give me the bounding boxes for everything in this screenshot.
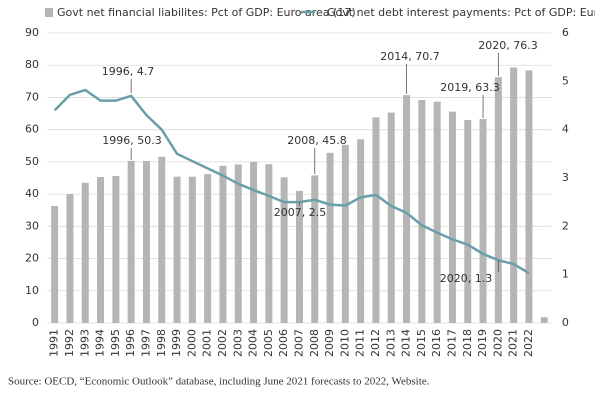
y-tick-label: 20 xyxy=(25,252,39,265)
x-tick-label: 2022 xyxy=(522,329,535,357)
bar xyxy=(173,176,181,323)
annotation: 2007, 2.5 xyxy=(274,206,326,219)
x-tick-label: 2016 xyxy=(430,329,443,357)
legend-label: Govt net financial liabilites: Pct of GD… xyxy=(57,6,356,19)
bar xyxy=(540,317,548,323)
bar xyxy=(448,111,456,323)
x-tick-label: 2002 xyxy=(216,329,229,357)
x-tick-label: 2004 xyxy=(247,329,260,357)
y2-tick-label: 2 xyxy=(562,219,569,232)
y-tick-label: 30 xyxy=(25,219,39,232)
y-tick-label: 50 xyxy=(25,155,39,168)
y-tick-label: 10 xyxy=(25,284,39,297)
x-tick-label: 2003 xyxy=(231,329,244,357)
bar xyxy=(158,156,166,323)
bar xyxy=(479,119,487,324)
x-tick-label: 1992 xyxy=(63,329,76,357)
bar xyxy=(250,161,258,323)
x-tick-label: 2017 xyxy=(445,329,458,357)
bar xyxy=(418,100,426,324)
y2-tick-label: 1 xyxy=(562,268,569,281)
x-tick-label: 1996 xyxy=(124,329,137,357)
y2-tick-label: 0 xyxy=(562,316,569,329)
bar xyxy=(265,164,273,323)
y2-tick-label: 5 xyxy=(562,74,569,87)
annotation: 1996, 50.3 xyxy=(102,134,161,147)
annotation: 2008, 45.8 xyxy=(287,134,346,147)
bar xyxy=(357,139,365,323)
bar xyxy=(403,95,411,323)
y-tick-label: 90 xyxy=(25,26,39,39)
bar xyxy=(142,160,150,323)
bar xyxy=(341,144,349,323)
x-tick-label: 2014 xyxy=(400,329,413,357)
x-tick-label: 1999 xyxy=(170,329,183,357)
x-tick-label: 2020 xyxy=(491,329,504,357)
bar xyxy=(204,174,212,323)
y2-tick-label: 3 xyxy=(562,171,569,184)
x-tick-label: 2021 xyxy=(507,329,520,357)
bar xyxy=(97,177,105,323)
annotation: 2020, 1.3 xyxy=(440,272,492,285)
x-tick-label: 1991 xyxy=(48,329,61,357)
bar xyxy=(387,112,395,323)
x-tick-label: 1994 xyxy=(94,329,107,357)
y-tick-label: 40 xyxy=(25,187,39,200)
bar xyxy=(311,175,319,323)
x-tick-label: 2008 xyxy=(308,329,321,357)
bar xyxy=(51,206,59,323)
bar xyxy=(112,176,120,323)
line xyxy=(53,88,530,275)
y-tick-label: 80 xyxy=(25,58,39,71)
x-tick-label: 1998 xyxy=(155,329,168,357)
bar xyxy=(464,120,472,323)
bar xyxy=(234,164,242,323)
x-tick-label: 2007 xyxy=(292,329,305,357)
x-tick-label: 2000 xyxy=(185,329,198,357)
annotation: 2014, 70.7 xyxy=(380,50,439,63)
x-tick-label: 2019 xyxy=(476,329,489,357)
bar xyxy=(66,194,74,323)
legend-swatch xyxy=(45,8,53,17)
x-tick-label: 2012 xyxy=(369,329,382,357)
bar xyxy=(127,160,135,323)
bar xyxy=(219,165,227,323)
annotation: 2019, 63.3 xyxy=(440,81,499,94)
x-tick-label: 2006 xyxy=(277,329,290,357)
y-tick-label: 60 xyxy=(25,123,39,136)
x-tick-label: 2015 xyxy=(415,329,428,357)
bar xyxy=(326,152,334,323)
bar xyxy=(280,177,288,323)
x-tick-label: 1995 xyxy=(109,329,122,357)
bar xyxy=(372,117,380,323)
y2-tick-label: 6 xyxy=(562,26,569,39)
x-tick-label: 2001 xyxy=(201,329,214,357)
x-tick-label: 2009 xyxy=(323,329,336,357)
source-note: Source: OECD, “Economic Outlook” databas… xyxy=(8,376,430,388)
x-tick-label: 2011 xyxy=(354,329,367,357)
bar xyxy=(81,182,89,323)
bar xyxy=(510,67,518,323)
bar xyxy=(525,70,533,323)
y-tick-label: 0 xyxy=(32,316,39,329)
x-tick-label: 2005 xyxy=(262,329,275,357)
bar xyxy=(494,77,502,324)
x-tick-label: 1997 xyxy=(139,329,152,357)
y-tick-label: 70 xyxy=(25,90,39,103)
x-tick-label: 2013 xyxy=(384,329,397,357)
x-tick-label: 2010 xyxy=(338,329,351,357)
bar xyxy=(433,101,441,323)
annotation: 1996, 4.7 xyxy=(102,65,154,78)
bar xyxy=(188,176,196,323)
x-tick-label: 1993 xyxy=(78,329,91,357)
bar xyxy=(295,190,303,323)
annotation: 2020, 76.3 xyxy=(478,39,537,52)
x-tick-label: 2018 xyxy=(461,329,474,357)
y2-tick-label: 4 xyxy=(562,123,569,136)
legend-label: Govt net debt interest payments: Pct of … xyxy=(327,6,595,19)
